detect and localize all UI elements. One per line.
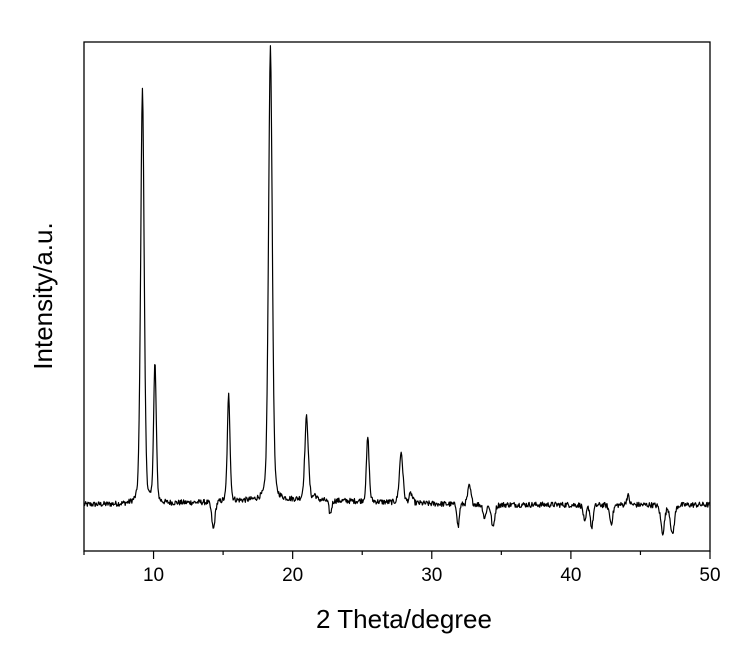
x-axis-ticks <box>83 551 711 559</box>
x-axis-tick-labels: 10 20 30 40 50 <box>143 565 721 586</box>
x-tick-label: 30 <box>421 565 442 586</box>
x-tick-label: 10 <box>143 565 164 586</box>
x-tick-label: 40 <box>560 565 581 586</box>
diffraction-trace <box>83 45 711 536</box>
y-axis-label: Intensity/a.u. <box>28 222 58 369</box>
plot-frame <box>83 41 711 552</box>
x-tick-label: 20 <box>282 565 303 586</box>
x-tick-label: 50 <box>699 565 720 586</box>
x-axis-label: 2 Theta/degree <box>316 604 492 634</box>
